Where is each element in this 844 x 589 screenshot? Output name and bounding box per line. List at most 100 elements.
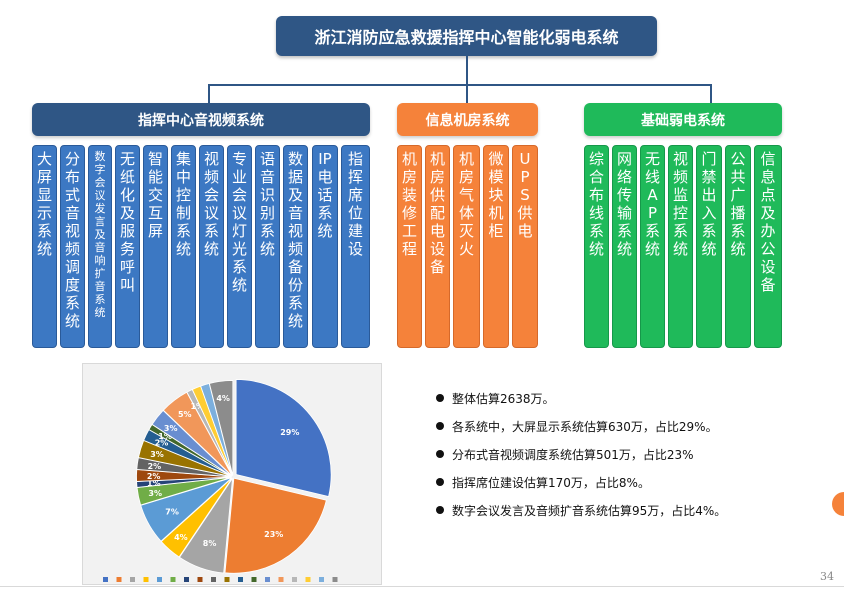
pie-slice-label: 3% bbox=[164, 424, 178, 433]
system-column: 机房供配电设备 bbox=[425, 145, 450, 348]
connector-horizontal bbox=[208, 84, 710, 86]
system-label: 语音识别系统 bbox=[259, 150, 275, 258]
system-label: 机房气体灭火 bbox=[458, 150, 474, 258]
pie-slice-label: 1% bbox=[158, 432, 172, 441]
legend-swatch bbox=[116, 577, 122, 582]
system-column: 门禁出入系统 bbox=[696, 145, 722, 348]
legend-swatch bbox=[305, 577, 311, 582]
system-column: 无纸化及服务呼叫 bbox=[115, 145, 140, 348]
pie-slice-label: 5% bbox=[178, 410, 192, 419]
legend-swatch bbox=[278, 577, 284, 582]
system-column: 公共广播系统 bbox=[725, 145, 751, 348]
system-column: 分布式音视频调度系统 bbox=[60, 145, 85, 348]
legend-swatch bbox=[170, 577, 176, 582]
estimate-list: 整体估算2638万。 各系统中，大屏显示系统估算630万，占比29%。 分布式音… bbox=[436, 390, 726, 530]
system-label: 专业会议灯光系统 bbox=[231, 150, 247, 294]
system-column: 无线AP系统 bbox=[640, 145, 665, 348]
legend-swatch bbox=[103, 577, 108, 582]
legend-swatch bbox=[224, 577, 230, 582]
system-label: 微模块机柜 bbox=[488, 150, 504, 240]
pie-slice-label: 1% bbox=[147, 479, 161, 488]
estimate-item: 各系统中，大屏显示系统估算630万，占比29%。 bbox=[436, 418, 726, 435]
pie-slice-label: 2% bbox=[147, 472, 161, 481]
system-label: 数据及音视频备份系统 bbox=[287, 150, 303, 330]
corner-decoration bbox=[832, 492, 844, 516]
connector-right bbox=[710, 84, 712, 104]
legend-swatch bbox=[251, 577, 257, 582]
system-column: 专业会议灯光系统 bbox=[227, 145, 252, 348]
pie-slice-label: 2% bbox=[155, 438, 169, 447]
connector-middle bbox=[466, 84, 468, 104]
connector-vertical-top bbox=[466, 56, 468, 84]
system-label: 无纸化及服务呼叫 bbox=[119, 150, 135, 294]
system-label: 机房装修工程 bbox=[401, 150, 417, 258]
system-label: 视频会议系统 bbox=[203, 150, 219, 258]
system-label: 门禁出入系统 bbox=[701, 150, 717, 258]
pie-slice bbox=[160, 477, 233, 558]
system-label: 分布式音视频调度系统 bbox=[64, 150, 80, 330]
pie-slice bbox=[235, 379, 332, 497]
category-header-datacenter: 信息机房系统 bbox=[397, 103, 538, 136]
system-column: 语音识别系统 bbox=[255, 145, 280, 348]
pie-slice bbox=[140, 477, 232, 542]
legend-swatch bbox=[265, 577, 270, 582]
system-column: 大屏显示系统 bbox=[32, 145, 57, 348]
system-label: 网络传输系统 bbox=[616, 150, 632, 258]
system-column: 信息点及办公设备 bbox=[754, 145, 782, 348]
legend-swatch bbox=[197, 577, 203, 582]
system-label: 数字会议发言及音响扩音系统 bbox=[94, 150, 106, 319]
system-column: 智能交互屏 bbox=[143, 145, 168, 348]
system-column: 视频会议系统 bbox=[199, 145, 224, 348]
system-column: 微模块机柜 bbox=[483, 145, 509, 348]
pie-slice bbox=[224, 477, 327, 574]
legend-swatch bbox=[319, 577, 324, 582]
system-column: 机房装修工程 bbox=[397, 145, 422, 348]
legend-swatch bbox=[292, 577, 297, 582]
footer-divider bbox=[0, 586, 844, 587]
system-label: 集中控制系统 bbox=[175, 150, 191, 258]
system-column: IP电话系统 bbox=[312, 145, 338, 348]
pie-slice-label: 4% bbox=[174, 533, 188, 542]
system-label: 视频监控系统 bbox=[672, 150, 688, 258]
system-column: 视频监控系统 bbox=[668, 145, 693, 348]
system-column: 综合布线系统 bbox=[584, 145, 609, 348]
system-label: UPS供电 bbox=[517, 150, 533, 240]
legend-swatch bbox=[184, 577, 189, 582]
estimate-item: 整体估算2638万。 bbox=[436, 390, 726, 407]
pie-slice-label: 7% bbox=[165, 507, 179, 516]
pie-slice-label: 23% bbox=[264, 530, 283, 539]
estimate-item: 指挥席位建设估算170万，占比8%。 bbox=[436, 474, 726, 491]
system-column: 数字会议发言及音响扩音系统 bbox=[88, 145, 112, 348]
system-label: 公共广播系统 bbox=[730, 150, 746, 258]
estimate-item: 数字会议发言及音频扩音系统估算95万，占比4%。 bbox=[436, 502, 726, 519]
legend-swatch bbox=[238, 577, 243, 582]
category-header-av: 指挥中心音视频系统 bbox=[32, 103, 370, 136]
system-column: 指挥席位建设 bbox=[341, 145, 370, 348]
system-column: 集中控制系统 bbox=[171, 145, 196, 348]
system-label: 信息点及办公设备 bbox=[760, 150, 776, 294]
main-title: 浙江消防应急救援指挥中心智能化弱电系统 bbox=[276, 16, 657, 56]
connector-left bbox=[208, 84, 210, 104]
system-label: 指挥席位建设 bbox=[347, 150, 363, 258]
pie-slice-label: 29% bbox=[280, 428, 299, 437]
system-label: IP电话系统 bbox=[317, 150, 333, 240]
estimate-item: 分布式音视频调度系统估算501万，占比23% bbox=[436, 446, 726, 463]
pie-slice-label: 3% bbox=[150, 450, 164, 459]
legend-swatch bbox=[130, 577, 135, 582]
pie-chart-panel: 29% 23% 8% 4% 7% 3% 1% 2% 2% 3% 2% 1% 3% 5% 1% 4% bbox=[82, 363, 382, 585]
legend-swatch bbox=[143, 577, 149, 582]
pie-slice-label: 4% bbox=[216, 394, 230, 403]
system-label: 综合布线系统 bbox=[588, 150, 604, 258]
legend-swatch bbox=[157, 577, 162, 582]
legend-swatch bbox=[332, 577, 338, 582]
page-number: 34 bbox=[820, 570, 834, 583]
pie-slice bbox=[179, 478, 233, 574]
system-column: 网络传输系统 bbox=[612, 145, 637, 348]
system-column: 数据及音视频备份系统 bbox=[283, 145, 308, 348]
system-column: UPS供电 bbox=[512, 145, 538, 348]
pie-chart: 29%23%8%4%7%3%1%2%2%3%2%1%3%5%1%4% bbox=[103, 379, 338, 582]
system-column: 机房气体灭火 bbox=[453, 145, 480, 348]
pie-slice-label: 3% bbox=[148, 489, 162, 498]
pie-slice-label: 8% bbox=[203, 539, 217, 548]
system-label: 大屏显示系统 bbox=[36, 150, 52, 258]
